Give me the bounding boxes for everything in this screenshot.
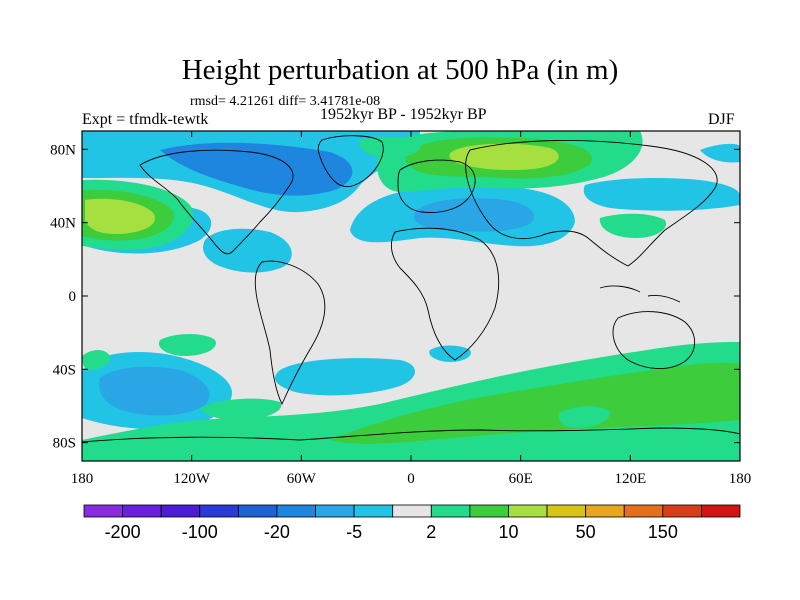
colorbar-swatch — [237, 504, 278, 518]
west-pacific-green-patch — [599, 213, 666, 238]
map-field — [82, 131, 740, 461]
north-pacific-yellow-core — [85, 198, 156, 234]
greenland-coast — [317, 135, 384, 188]
lon-tick-label: 120E — [614, 471, 646, 487]
colorbar-label: 2 — [426, 522, 436, 542]
southern-ocean-green-core — [330, 362, 740, 444]
season-label: DJF — [708, 111, 735, 128]
colorbar-swatch — [392, 504, 432, 518]
colorbar-swatch — [662, 504, 702, 518]
period-label: 1952kyr BP - 1952kyr BP — [320, 106, 487, 123]
iceland-green-patch — [359, 136, 421, 158]
antarctica-coast — [82, 427, 740, 443]
south-indian-green-patch — [558, 406, 611, 428]
lon-tick-label: 180 — [729, 471, 752, 487]
south-pacific-green-band — [200, 398, 282, 421]
caribbean-blue-region — [203, 228, 292, 273]
lon-tick-label: 120W — [173, 471, 211, 487]
asia-coast — [465, 139, 718, 267]
south-america-coast — [254, 260, 326, 406]
south-atlantic-blue-region — [275, 358, 415, 396]
coastlines — [82, 135, 740, 443]
latitude-axis: 80N 40N 0 40S 80S — [50, 142, 740, 452]
colorbar-label: 10 — [498, 522, 518, 542]
africa-coast — [390, 227, 500, 361]
lat-tick-label: 80S — [53, 436, 76, 452]
longitude-axis: 180 120W 60W 0 60E 120E 180 — [71, 131, 752, 487]
south-pacific-mid-blue-core — [99, 366, 210, 416]
colorbar-swatch — [623, 504, 664, 518]
siberia-yellow-core — [449, 143, 559, 171]
lat-tick-label: 40N — [50, 216, 76, 232]
experiment-label: Expt = tfmdk-tewtk — [82, 111, 209, 128]
colorbar-swatch — [701, 504, 741, 518]
colorbar-label: -5 — [346, 522, 362, 542]
lon-tick-label: 60W — [287, 471, 317, 487]
europe-mid-blue-core — [414, 198, 534, 232]
colorbar-swatch — [430, 504, 471, 518]
south-pacific-green-patch — [158, 334, 216, 356]
north-america-coast — [139, 149, 294, 255]
colorbar-swatch — [276, 504, 316, 518]
east-asia-blue-region — [583, 177, 740, 211]
south-africa-blue-patch — [429, 345, 471, 362]
colorbar-swatch — [353, 504, 394, 518]
indonesia-coast — [599, 285, 681, 303]
colorbar: -200 -100 -20 -5 2 10 50 150 — [83, 504, 741, 542]
europe-coast — [397, 159, 476, 213]
canada-deep-blue — [160, 142, 353, 196]
southern-ocean-green-belt — [82, 342, 740, 461]
colorbar-swatch — [546, 504, 587, 518]
lat-tick-label: 80N — [50, 142, 76, 158]
colorbar-label: 150 — [648, 522, 678, 542]
australia-coast — [612, 311, 696, 369]
colorbar-label: 50 — [576, 522, 596, 542]
lat-tick-label: 0 — [69, 289, 77, 305]
colorbar-swatch — [160, 504, 201, 518]
lon-tick-label: 60E — [509, 471, 533, 487]
colorbar-swatch — [315, 504, 355, 518]
colorbar-label: -200 — [105, 522, 141, 542]
colorbar-swatch — [508, 504, 548, 518]
colorbar-swatch — [585, 504, 625, 518]
colorbar-swatch — [469, 504, 509, 518]
east-pacific-green-patch — [82, 350, 111, 370]
west-pacific-blue-patch — [700, 143, 740, 163]
page-title: Height perturbation at 500 hPa (in m) — [181, 54, 619, 86]
colorbar-swatch — [199, 504, 239, 518]
lon-tick-label: 0 — [407, 471, 415, 487]
lat-tick-label: 40S — [53, 362, 76, 378]
lon-tick-label: 180 — [71, 471, 94, 487]
colorbar-swatch — [122, 504, 162, 518]
stats-text: rmsd= 4.21261 diff= 3.41781e-08 — [190, 94, 381, 109]
colorbar-swatch — [83, 504, 123, 518]
colorbar-label: -100 — [182, 522, 218, 542]
colorbar-label: -20 — [264, 522, 290, 542]
